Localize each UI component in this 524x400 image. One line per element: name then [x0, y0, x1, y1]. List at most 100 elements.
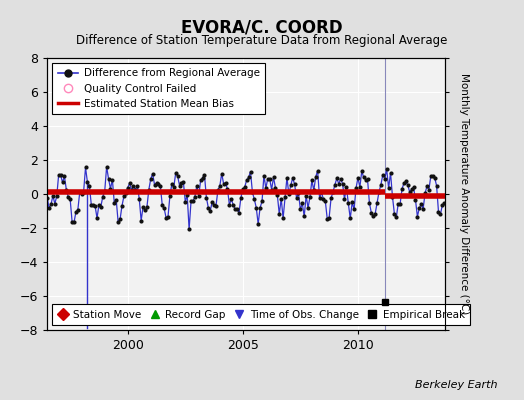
Point: [129, 183, 138, 189]
Point: [170, 184, 178, 190]
Point: [99, 193, 107, 200]
Point: [417, 201, 425, 208]
Point: [296, 206, 304, 213]
Point: [342, 184, 351, 190]
Point: [158, 202, 167, 208]
Point: [221, 180, 230, 186]
Point: [339, 180, 347, 187]
Point: [49, 192, 57, 199]
Point: [125, 180, 134, 186]
Point: [315, 195, 324, 202]
Point: [156, 183, 165, 189]
Point: [285, 191, 293, 198]
Point: [133, 182, 141, 189]
Point: [81, 164, 90, 171]
Point: [292, 195, 301, 201]
Point: [248, 189, 257, 196]
Point: [362, 176, 370, 183]
Point: [357, 168, 366, 174]
Point: [235, 210, 243, 216]
Point: [398, 186, 406, 192]
Point: [131, 186, 139, 193]
Point: [60, 173, 69, 180]
Point: [321, 198, 330, 204]
Point: [229, 202, 237, 208]
Y-axis label: Monthly Temperature Anomaly Difference (°C): Monthly Temperature Anomaly Difference (…: [459, 73, 469, 315]
Point: [379, 172, 387, 178]
Point: [275, 211, 283, 217]
Point: [432, 182, 441, 189]
Point: [57, 172, 65, 178]
Point: [150, 182, 159, 188]
Point: [238, 186, 247, 192]
Point: [281, 194, 289, 201]
Point: [52, 193, 61, 199]
Point: [434, 209, 443, 215]
Point: [189, 198, 197, 204]
Point: [148, 171, 157, 177]
Point: [119, 193, 128, 200]
Point: [183, 192, 191, 198]
Point: [54, 171, 63, 178]
Point: [173, 173, 182, 179]
Point: [231, 206, 239, 212]
Point: [306, 194, 314, 200]
Point: [271, 185, 280, 191]
Point: [302, 192, 310, 199]
Point: [396, 200, 405, 207]
Point: [152, 180, 161, 186]
Point: [193, 183, 201, 189]
Point: [114, 219, 122, 225]
Point: [160, 205, 168, 212]
Point: [43, 194, 51, 201]
Point: [383, 166, 391, 173]
Point: [45, 205, 53, 211]
Point: [171, 170, 180, 176]
Point: [58, 179, 67, 186]
Point: [436, 211, 444, 218]
Point: [380, 176, 389, 182]
Point: [102, 164, 111, 170]
Point: [438, 202, 446, 208]
Point: [215, 183, 224, 189]
Point: [252, 204, 260, 211]
Point: [241, 184, 249, 190]
Point: [334, 181, 343, 187]
Point: [313, 167, 322, 174]
Point: [70, 219, 78, 226]
Point: [394, 200, 402, 207]
Point: [208, 199, 216, 206]
Point: [273, 192, 281, 198]
Point: [47, 201, 55, 208]
Point: [254, 221, 263, 227]
Point: [260, 172, 268, 179]
Point: [141, 207, 149, 214]
Point: [318, 189, 326, 196]
Point: [400, 180, 408, 186]
Point: [289, 175, 297, 181]
Point: [97, 203, 105, 210]
Point: [373, 199, 381, 206]
Point: [112, 196, 121, 203]
Point: [277, 195, 286, 202]
Point: [430, 174, 439, 181]
Point: [356, 184, 364, 190]
Point: [145, 186, 153, 193]
Point: [91, 203, 100, 210]
Point: [104, 176, 113, 182]
Point: [333, 175, 341, 182]
Point: [377, 181, 385, 188]
Point: [143, 204, 151, 210]
Point: [363, 176, 372, 182]
Point: [80, 188, 88, 195]
Point: [122, 190, 130, 196]
Point: [51, 200, 59, 207]
Point: [367, 210, 376, 216]
Point: [66, 196, 74, 203]
Point: [87, 201, 95, 208]
Point: [331, 182, 339, 188]
Text: Berkeley Earth: Berkeley Earth: [416, 380, 498, 390]
Point: [210, 202, 218, 208]
Point: [371, 210, 379, 217]
Point: [409, 184, 418, 190]
